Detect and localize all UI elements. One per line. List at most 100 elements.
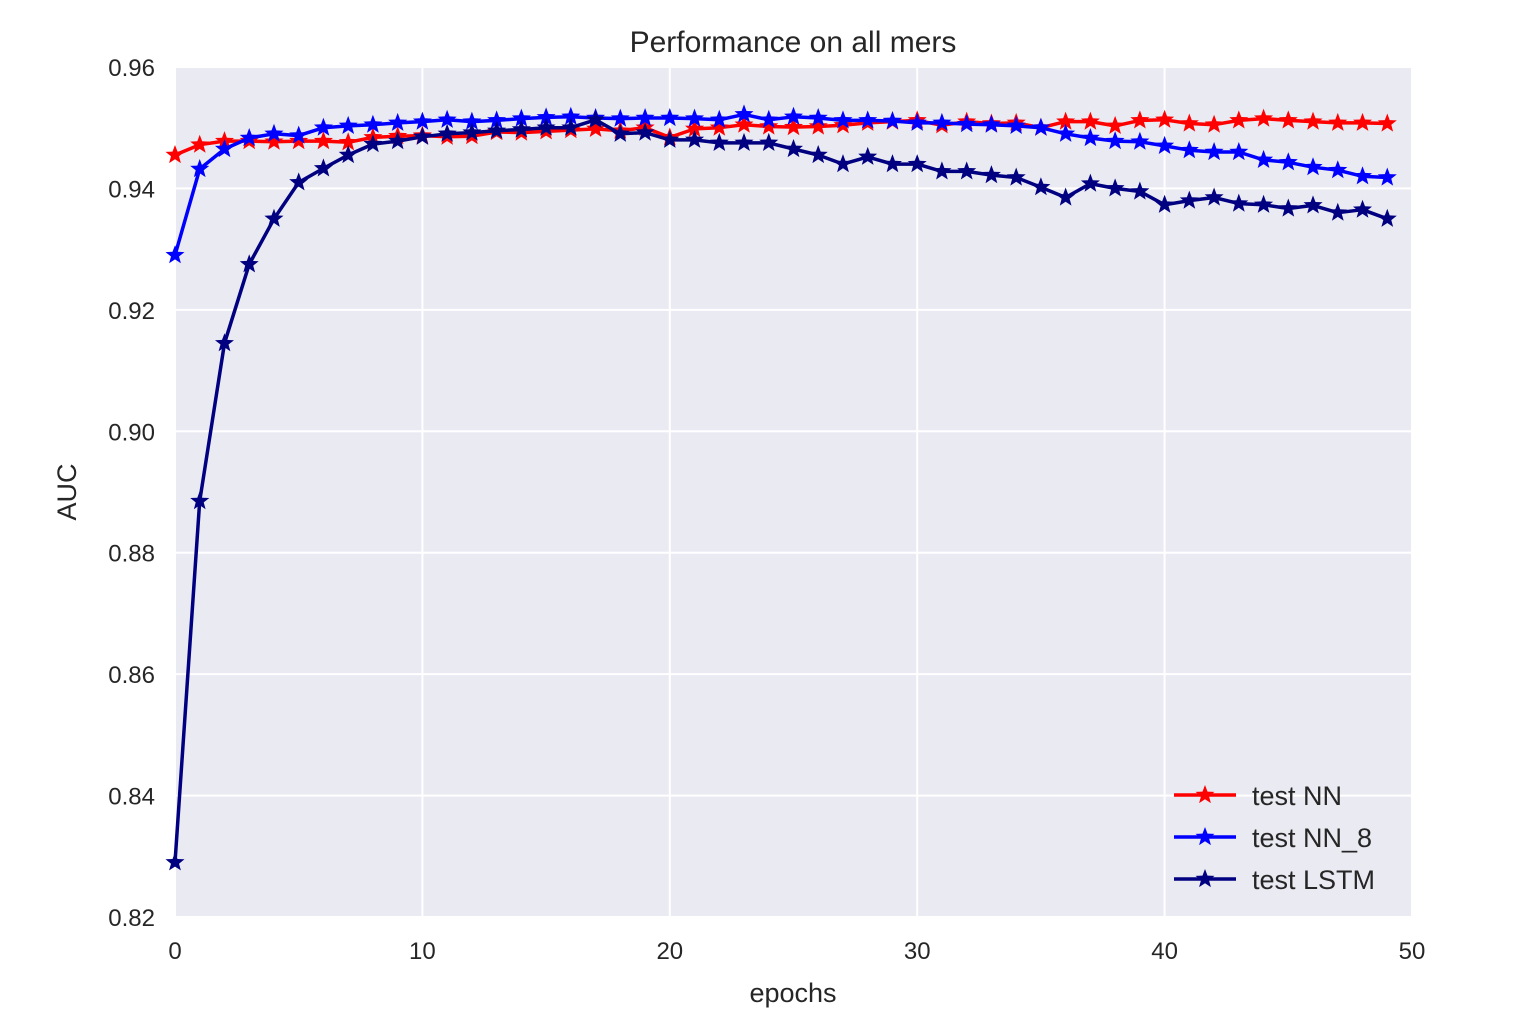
- data-point-marker: [313, 158, 333, 177]
- data-point-marker: [462, 111, 482, 130]
- legend-label: test NN: [1252, 781, 1342, 811]
- data-point-marker: [289, 125, 309, 144]
- data-point-marker: [388, 112, 408, 131]
- legend-marker-star-icon: [1195, 827, 1215, 846]
- y-tick-label: 0.96: [108, 55, 155, 82]
- x-tick-label: 20: [656, 938, 683, 965]
- data-point-marker: [981, 165, 1001, 184]
- data-point-marker: [289, 131, 309, 150]
- legend-label: test LSTM: [1252, 865, 1375, 895]
- legend-item: test NN_8: [1174, 823, 1372, 853]
- data-point-marker: [412, 111, 432, 130]
- legend-marker-star-icon: [1195, 785, 1215, 804]
- data-point-marker: [957, 114, 977, 133]
- data-point-marker: [586, 118, 606, 137]
- data-point-marker: [981, 114, 1001, 133]
- data-point-marker: [165, 852, 185, 871]
- data-point-marker: [1328, 112, 1348, 131]
- x-tick-label: 10: [409, 938, 436, 965]
- data-point-marker: [858, 146, 878, 165]
- data-point-marker: [165, 145, 185, 164]
- data-point-marker: [858, 110, 878, 129]
- data-point-marker: [1179, 190, 1199, 209]
- data-point-marker: [313, 131, 333, 150]
- data-point-marker: [1056, 187, 1076, 206]
- data-point-marker: [734, 104, 754, 123]
- x-tick-label: 50: [1399, 938, 1426, 965]
- data-point-marker: [610, 108, 630, 127]
- data-point-marker: [932, 161, 952, 180]
- data-point-marker: [239, 254, 259, 273]
- data-point-marker: [437, 123, 457, 142]
- data-point-marker: [561, 117, 581, 136]
- data-point-marker: [932, 112, 952, 131]
- x-tick-label: 30: [904, 938, 931, 965]
- data-point-marker: [1328, 202, 1348, 221]
- data-point-marker: [1204, 142, 1224, 161]
- data-point-marker: [1031, 177, 1051, 196]
- data-point-marker: [1031, 117, 1051, 136]
- x-tick-labels: 0 10 20 30 40 50: [168, 938, 1425, 965]
- data-point-marker: [1353, 112, 1372, 131]
- data-point-marker: [784, 117, 803, 136]
- legend-item: test LSTM: [1174, 865, 1375, 895]
- data-point-marker: [734, 132, 754, 151]
- data-point-marker: [487, 120, 507, 139]
- data-point-marker: [759, 109, 779, 128]
- data-point-marker: [709, 109, 729, 128]
- data-point-marker: [1229, 142, 1249, 161]
- data-point-marker: [1080, 128, 1100, 147]
- x-axis-label: epochs: [749, 978, 836, 1008]
- data-point-marker: [808, 145, 828, 164]
- data-point-marker: [685, 129, 705, 148]
- data-point-marker: [1254, 108, 1274, 127]
- data-point-marker: [1105, 115, 1125, 134]
- data-point-marker: [1155, 109, 1175, 128]
- gridlines: [174, 66, 1413, 918]
- data-point-marker: [264, 208, 284, 227]
- data-point-marker: [289, 172, 309, 191]
- legend-item: test NN: [1174, 781, 1342, 811]
- data-point-marker: [313, 117, 333, 136]
- data-point-marker: [1303, 157, 1323, 176]
- data-point-marker: [759, 132, 779, 151]
- data-point-marker: [685, 108, 705, 127]
- data-point-marker: [190, 491, 210, 510]
- data-point-marker: [1130, 181, 1150, 200]
- data-point-marker: [165, 245, 185, 264]
- data-point-marker: [1179, 140, 1199, 159]
- x-tick-label: 40: [1151, 938, 1178, 965]
- data-point-marker: [1278, 152, 1298, 171]
- data-point-marker: [1130, 131, 1150, 150]
- data-point-marker: [1254, 194, 1274, 213]
- data-point-marker: [833, 154, 853, 173]
- data-point-marker: [487, 110, 507, 129]
- data-point-marker: [264, 123, 284, 142]
- data-point-marker: [536, 107, 556, 126]
- data-point-marker: [1204, 187, 1224, 206]
- data-point-marker: [1303, 195, 1323, 214]
- data-point-marker: [338, 145, 358, 164]
- data-point-marker: [239, 128, 259, 147]
- data-point-marker: [907, 154, 927, 173]
- y-tick-label: 0.82: [108, 905, 155, 932]
- data-point-marker: [1155, 135, 1175, 154]
- y-tick-label: 0.86: [108, 662, 155, 689]
- data-point-marker: [1056, 123, 1076, 142]
- data-point-marker: [511, 119, 531, 138]
- data-point-marker: [190, 134, 210, 153]
- data-point-marker: [660, 108, 680, 127]
- data-point-marker: [1105, 131, 1125, 150]
- series-3: [165, 109, 1397, 871]
- data-point-marker: [907, 112, 927, 131]
- data-point-marker: [363, 114, 383, 133]
- data-point-marker: [784, 106, 803, 125]
- data-point-marker: [1080, 111, 1100, 130]
- data-point-marker: [635, 122, 655, 141]
- data-point-marker: [808, 116, 828, 135]
- y-tick-label: 0.92: [108, 298, 155, 325]
- data-point-marker: [610, 123, 630, 142]
- y-tick-label: 0.88: [108, 541, 155, 568]
- data-point-marker: [1377, 167, 1397, 186]
- data-point-marker: [784, 139, 803, 158]
